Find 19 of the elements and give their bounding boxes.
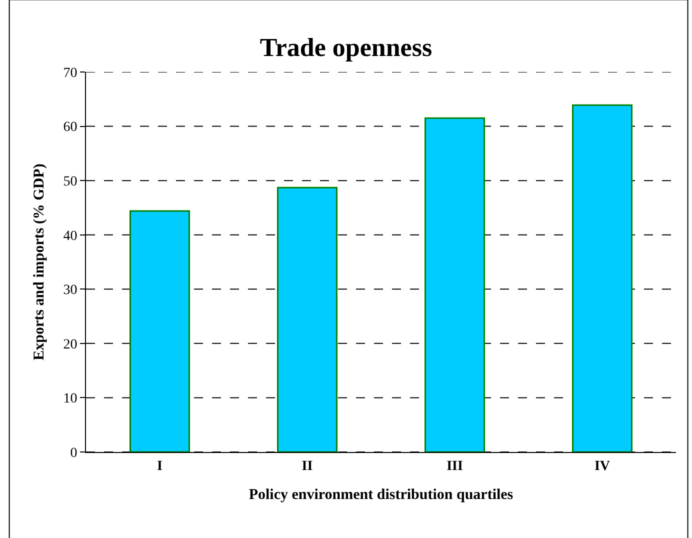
y-tick-label: 70 <box>63 66 78 81</box>
bar <box>277 186 338 452</box>
y-tick-label: 10 <box>63 392 78 407</box>
bar <box>424 117 485 452</box>
y-tick-label: 60 <box>63 120 78 136</box>
y-tick-label: 0 <box>70 446 78 461</box>
y-axis-title: Exports and imports (% GDP) <box>31 164 48 360</box>
bar <box>130 210 190 452</box>
y-tick-label: 40 <box>63 228 78 244</box>
y-tick-label: 50 <box>63 174 78 190</box>
x-tick-label: IV <box>594 458 610 474</box>
chart-title: Trade openness <box>260 32 432 62</box>
y-tick-label: 20 <box>63 337 78 352</box>
x-tick-label: III <box>446 458 463 474</box>
x-tick-label: II <box>302 458 313 474</box>
bar <box>572 104 632 452</box>
x-axis-title: Policy environment distribution quartiles <box>248 486 514 503</box>
x-tick-label: I <box>157 458 162 474</box>
y-tick-label: 30 <box>63 283 78 298</box>
